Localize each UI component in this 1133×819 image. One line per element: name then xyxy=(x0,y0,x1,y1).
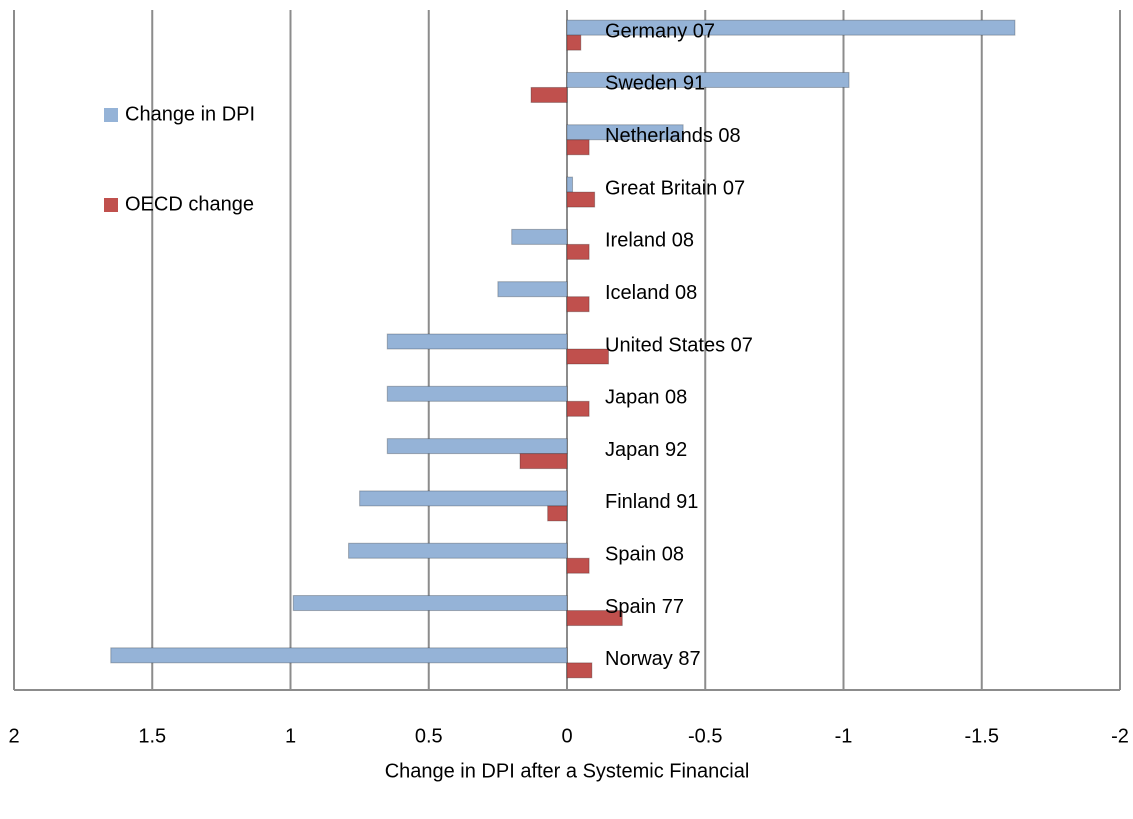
bar xyxy=(566,296,590,313)
x-tick-label: -1 xyxy=(835,725,853,747)
category-label: Ireland 08 xyxy=(605,230,694,252)
category-label: Iceland 08 xyxy=(605,282,697,304)
bar xyxy=(566,662,593,679)
bar xyxy=(566,191,596,208)
bar xyxy=(566,19,1016,36)
bar xyxy=(566,124,684,141)
legend-label: Change in DPI xyxy=(125,103,255,125)
x-tick-label: -2 xyxy=(1111,725,1129,747)
bar xyxy=(566,400,590,417)
x-tick-label: -1.5 xyxy=(965,725,999,747)
bar xyxy=(547,505,568,522)
x-tick-label: 1.5 xyxy=(138,725,166,747)
category-label: Netherlands 08 xyxy=(605,125,741,147)
legend-swatch xyxy=(104,108,118,122)
bar xyxy=(566,243,590,260)
bar xyxy=(511,228,568,245)
bar xyxy=(530,86,568,103)
category-label: United States 07 xyxy=(605,334,753,356)
bar xyxy=(497,281,568,298)
bar xyxy=(566,557,590,574)
bar xyxy=(566,348,609,365)
x-tick-label: 0 xyxy=(561,725,572,747)
x-tick-label: -0.5 xyxy=(688,725,722,747)
x-tick-label: 1 xyxy=(285,725,296,747)
bar xyxy=(348,542,568,559)
legend-label: OECD change xyxy=(125,193,254,215)
legend-swatch xyxy=(104,198,118,212)
category-label: Japan 92 xyxy=(605,439,687,461)
bar xyxy=(566,34,582,51)
bar xyxy=(566,176,574,193)
x-axis-label: Change in DPI after a Systemic Financial xyxy=(385,760,750,782)
bar xyxy=(386,333,568,350)
category-label: Finland 91 xyxy=(605,491,698,513)
bar xyxy=(292,595,568,612)
category-label: Norway 87 xyxy=(605,648,701,670)
x-tick-label: 0.5 xyxy=(415,725,443,747)
bar xyxy=(566,610,623,627)
bar xyxy=(386,438,568,455)
bar xyxy=(386,385,568,402)
bar xyxy=(110,647,568,664)
category-label: Great Britain 07 xyxy=(605,177,745,199)
category-label: Spain 08 xyxy=(605,544,684,566)
bar xyxy=(566,139,590,156)
category-label: Sweden 91 xyxy=(605,73,705,95)
bar xyxy=(359,490,568,507)
category-label: Germany 07 xyxy=(605,20,715,42)
x-tick-label: 2 xyxy=(8,725,19,747)
category-label: Spain 77 xyxy=(605,596,684,618)
category-label: Japan 08 xyxy=(605,387,687,409)
bar xyxy=(566,71,850,88)
bar xyxy=(519,453,568,470)
